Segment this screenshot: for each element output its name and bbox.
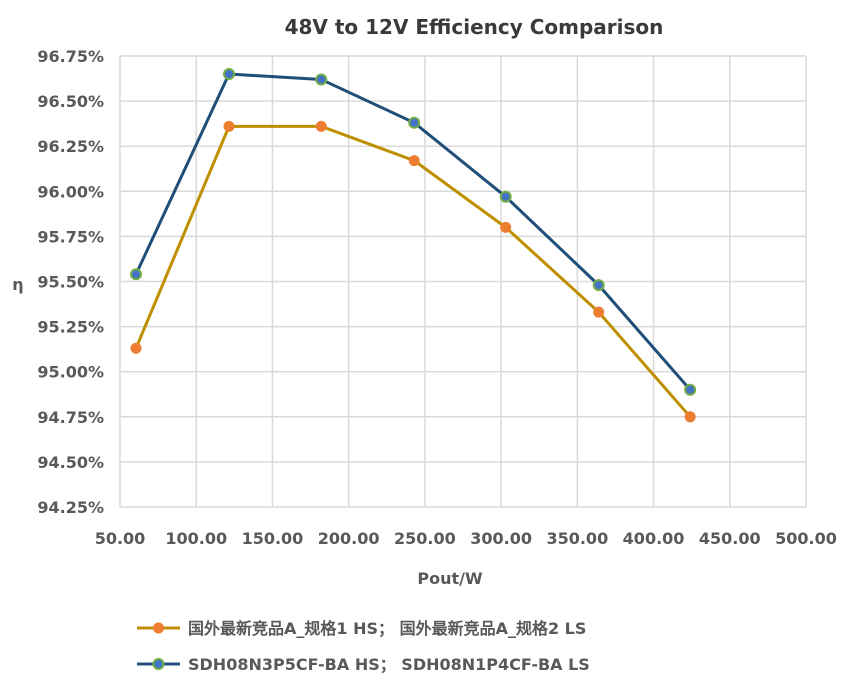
data-point[interactable] xyxy=(684,383,697,396)
chart-title: 48V to 12V Efficiency Comparison xyxy=(285,15,664,39)
data-point[interactable] xyxy=(130,342,142,354)
x-tick-label: 250.00 xyxy=(394,529,456,548)
data-point[interactable] xyxy=(500,221,512,233)
data-point[interactable] xyxy=(315,120,327,132)
data-point[interactable] xyxy=(223,120,235,132)
series-1 xyxy=(130,68,697,396)
y-tick-label: 96.50% xyxy=(37,92,104,111)
data-point[interactable] xyxy=(592,279,605,292)
y-tick-label: 95.25% xyxy=(37,318,104,337)
data-point[interactable] xyxy=(408,116,421,129)
x-tick-label: 300.00 xyxy=(470,529,532,548)
legend: 国外最新竞品A_规格1 HS； 国外最新竞品A_规格2 LS SDH08N3P5… xyxy=(137,619,590,674)
data-point[interactable] xyxy=(499,190,512,203)
y-tick-label: 96.25% xyxy=(37,137,104,156)
series-0 xyxy=(130,120,696,423)
y-tick-label: 95.00% xyxy=(37,363,104,382)
legend-label-sdh: SDH08N3P5CF-BA HS； SDH08N1P4CF-BA LS xyxy=(188,655,590,674)
x-tick-label: 100.00 xyxy=(165,529,227,548)
legend-item-sdh[interactable]: SDH08N3P5CF-BA HS； SDH08N1P4CF-BA LS xyxy=(137,655,590,674)
legend-marker-competitor xyxy=(153,622,164,634)
x-tick-label: 200.00 xyxy=(318,529,380,548)
x-axis-ticks: 50.00 100.00 150.00 200.00 250.00 300.00 350.0… xyxy=(95,529,837,548)
x-tick-label: 400.00 xyxy=(623,529,685,548)
data-point[interactable] xyxy=(684,411,696,423)
x-tick-label: 450.00 xyxy=(699,529,761,548)
legend-item-competitor[interactable]: 国外最新竞品A_规格1 HS； 国外最新竞品A_规格2 LS xyxy=(137,619,586,638)
x-tick-label: 350.00 xyxy=(546,529,608,548)
x-tick-label: 50.00 xyxy=(95,529,146,548)
data-point[interactable] xyxy=(130,268,143,281)
series-line xyxy=(134,124,692,418)
y-tick-label: 94.50% xyxy=(37,453,104,472)
series-layer xyxy=(130,68,697,423)
y-tick-label: 94.25% xyxy=(37,498,104,517)
data-point[interactable] xyxy=(593,306,605,318)
grid xyxy=(119,55,807,508)
data-point[interactable] xyxy=(408,155,420,167)
y-tick-label: 96.00% xyxy=(37,182,104,201)
y-tick-label: 94.75% xyxy=(37,408,104,427)
data-point[interactable] xyxy=(315,73,328,86)
y-tick-label: 95.75% xyxy=(37,227,104,246)
x-tick-label: 500.00 xyxy=(775,529,837,548)
y-axis-label: η xyxy=(12,275,23,294)
x-tick-label: 150.00 xyxy=(242,529,304,548)
y-axis-ticks: 94.25% 94.50% 94.75% 95.00% 95.25% 95.50% 95.7… xyxy=(37,47,104,517)
data-point[interactable] xyxy=(222,68,235,81)
x-axis-label: Pout/W xyxy=(417,569,483,588)
legend-label-competitor: 国外最新竞品A_规格1 HS； 国外最新竞品A_规格2 LS xyxy=(188,619,586,638)
legend-marker-sdh xyxy=(152,658,165,670)
y-tick-label: 95.50% xyxy=(37,273,104,292)
y-tick-label: 96.75% xyxy=(37,47,104,66)
